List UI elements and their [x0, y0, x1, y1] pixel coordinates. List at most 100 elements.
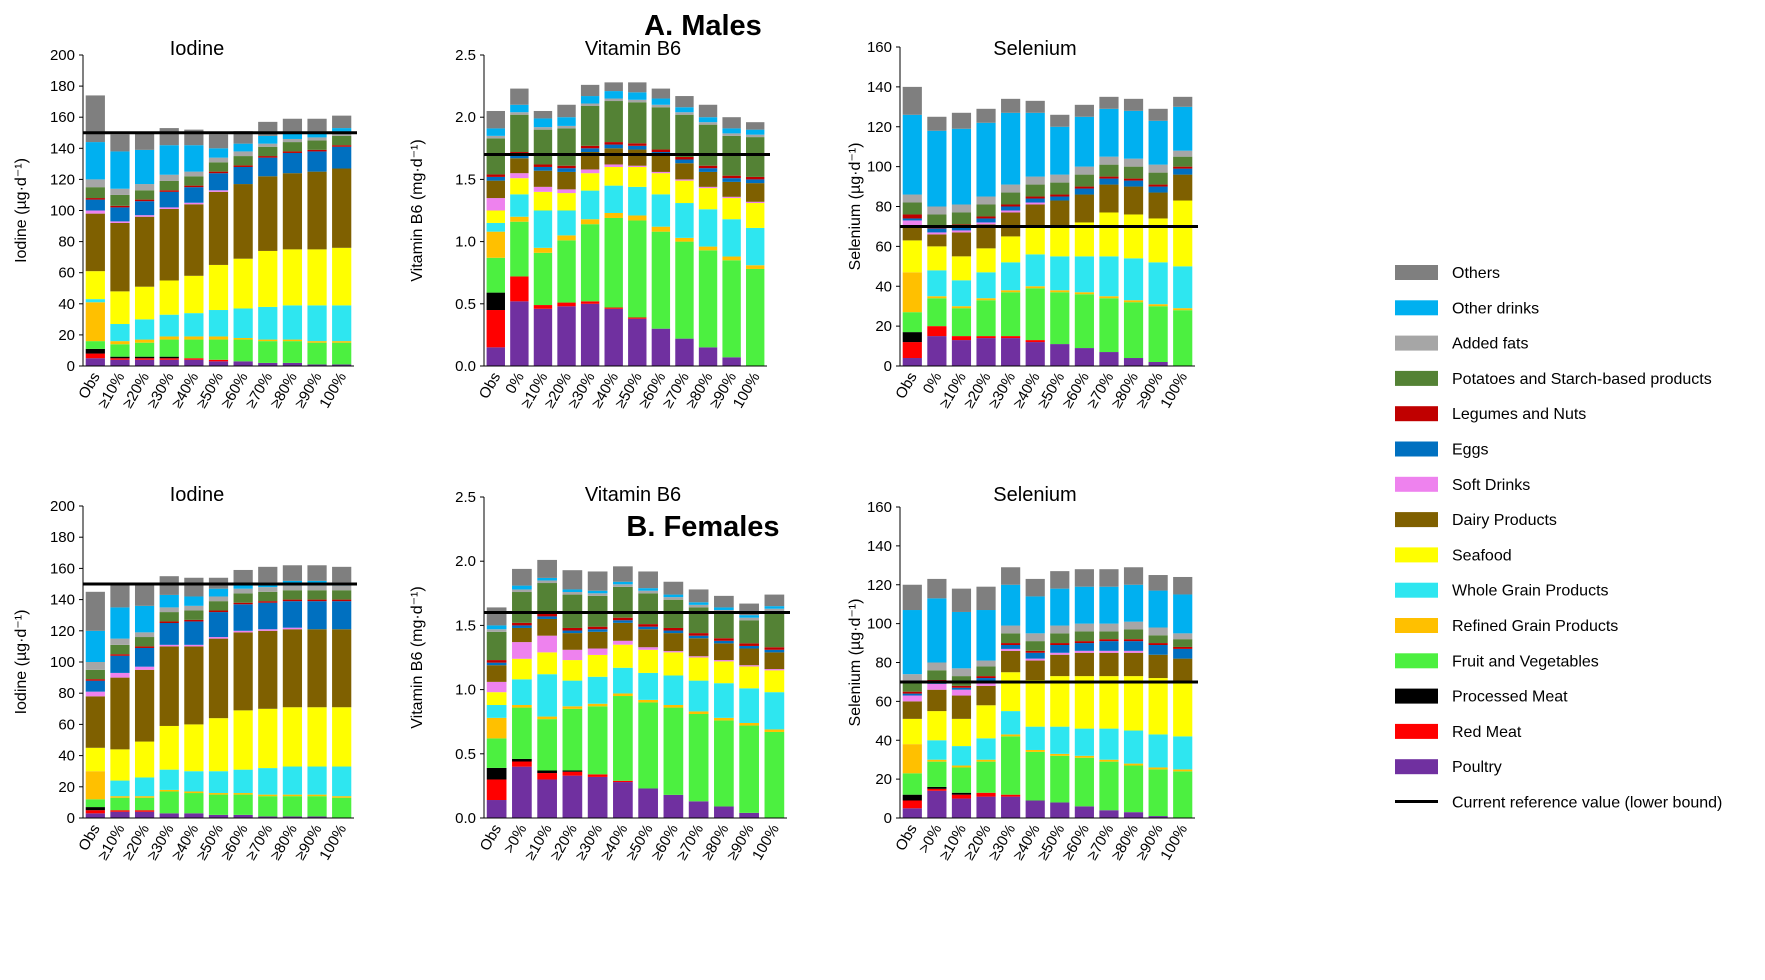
- chart-male-b6: Vitamin B6 Vitamin B6 (mg·d⁻¹) 0.0 0.5 1.0 1.…: [409, 38, 770, 411]
- bar-segment-dairy-products: [510, 158, 529, 174]
- bar-segment-soft-drinks: [486, 681, 507, 693]
- bar-segment-whole-grain-products: [307, 305, 327, 342]
- bar-segment-poultry: [510, 301, 529, 366]
- bar-segment-eggs: [1099, 178, 1119, 185]
- bar-segment-processed-meat: [902, 794, 922, 801]
- bar-segment-added-fats: [976, 196, 996, 205]
- bar-segment-added-fats: [580, 103, 600, 107]
- bar-segment-refined-grain-products: [258, 339, 278, 342]
- bar-segment-dairy-products: [307, 171, 327, 250]
- bar-segment-eggs: [688, 635, 709, 639]
- bar-segment-seafood: [307, 707, 327, 767]
- bar-segment-red-meat: [134, 810, 155, 812]
- bar-segment-other-drinks: [1123, 110, 1144, 159]
- bar-segment-added-fats: [208, 596, 229, 602]
- bar-segment-seafood: [1074, 222, 1094, 257]
- bar-segment-seafood: [714, 661, 734, 684]
- bar-segment-potatoes-and-starch-based-products: [159, 612, 179, 622]
- bar-segment-soft-drinks: [110, 221, 130, 223]
- bar-segment-dairy-products: [1123, 186, 1144, 215]
- bar-segment-added-fats: [1123, 158, 1144, 167]
- bar-segment-poultry: [663, 794, 684, 818]
- bar-segment-dairy-products: [1050, 654, 1070, 677]
- bar-segment-red-meat: [85, 810, 105, 814]
- y-tick-label: 140: [867, 538, 892, 555]
- y-tick-label: 120: [50, 171, 75, 188]
- y-tick-label: 160: [50, 560, 75, 577]
- bar-segment-poultry: [562, 775, 583, 818]
- bar-segment-other-drinks: [307, 132, 327, 138]
- bar-segment-fruit-and-vegetables: [927, 761, 947, 787]
- bar-segment-eggs: [580, 148, 600, 153]
- bar-segment-whole-grain-products: [208, 310, 229, 337]
- bar-segment-soft-drinks: [562, 649, 583, 661]
- bar-segment-soft-drinks: [902, 220, 922, 227]
- bar-segment-processed-meat: [902, 332, 922, 343]
- bar-segment-poultry: [1123, 358, 1144, 366]
- bar-segment-eggs: [927, 228, 947, 233]
- bar-segment-refined-grain-products: [110, 796, 130, 798]
- bar-segment-eggs: [486, 176, 505, 181]
- bar-segment-others: [110, 134, 130, 152]
- bar-segment-poultry: [714, 806, 734, 818]
- bar-segment-eggs: [663, 630, 684, 634]
- bar-segment-fruit-and-vegetables: [688, 714, 709, 802]
- y-axis-label: Selenium (µg·d⁻¹): [847, 599, 864, 727]
- bar-segment-soft-drinks: [976, 222, 996, 225]
- bar-segment-red-meat: [613, 780, 633, 783]
- bar-segment-legumes-and-nuts: [628, 143, 647, 146]
- bar-segment-legumes-and-nuts: [208, 171, 229, 174]
- bar-segment-red-meat: [486, 310, 505, 348]
- bar-segment-added-fats: [282, 585, 303, 591]
- bar-segment-eggs: [208, 612, 229, 638]
- bar-segment-seafood: [739, 666, 759, 689]
- bar-segment-poultry: [307, 364, 327, 366]
- legend-swatch: [1395, 406, 1438, 422]
- bar-segment-refined-grain-products: [628, 215, 647, 221]
- bar-segment-fruit-and-vegetables: [722, 260, 741, 358]
- bar-segment-eggs: [537, 616, 557, 619]
- legend-label: Whole Grain Products: [1452, 583, 1609, 600]
- bar-segment-potatoes-and-starch-based-products: [927, 670, 947, 680]
- bar-segment-dairy-products: [1148, 192, 1168, 219]
- legend-item: Others: [1395, 265, 1500, 282]
- bar-segment-fruit-and-vegetables: [663, 707, 684, 795]
- bar-segment-legumes-and-nuts: [307, 149, 327, 152]
- bar-segment-potatoes-and-starch-based-products: [1099, 631, 1119, 640]
- bar-segment-fruit-and-vegetables: [1025, 288, 1045, 341]
- bar-segment-fruit-and-vegetables: [1123, 765, 1144, 813]
- bar-segment-fruit-and-vegetables: [1001, 292, 1021, 337]
- bar-segment-whole-grain-products: [184, 313, 204, 337]
- bar-segment-added-fats: [307, 585, 327, 591]
- bar-segment-dairy-products: [1173, 174, 1193, 201]
- bar-segment-fruit-and-vegetables: [307, 796, 327, 817]
- chart-title: Vitamin B6: [585, 484, 681, 506]
- bar-segment-eggs: [332, 601, 352, 630]
- bar-segment-red-meat: [208, 359, 229, 362]
- bar-segment-other-drinks: [1001, 112, 1021, 185]
- bar-segment-eggs: [1050, 196, 1070, 201]
- bar-segment-whole-grain-products: [512, 679, 532, 706]
- bar-segment-others: [110, 584, 130, 608]
- bar-segment-other-drinks: [580, 96, 600, 104]
- bar-segment-soft-drinks: [233, 630, 253, 633]
- bar-segment-potatoes-and-starch-based-products: [1025, 184, 1045, 197]
- bar-segment-potatoes-and-starch-based-products: [580, 106, 600, 146]
- bar-segment-potatoes-and-starch-based-products: [1099, 164, 1119, 177]
- bar-segment-refined-grain-products: [486, 231, 505, 258]
- bar-segment-eggs: [184, 621, 204, 645]
- bar-segment-legumes-and-nuts: [85, 198, 105, 200]
- bar-segment-other-drinks: [698, 117, 718, 123]
- bar-segment-eggs: [1173, 168, 1193, 175]
- bar-segment-others: [562, 570, 583, 590]
- bar-segment-other-drinks: [927, 130, 947, 207]
- bar-segment-fruit-and-vegetables: [1173, 310, 1193, 366]
- bar-segment-seafood: [307, 249, 327, 306]
- bar-segment-other-drinks: [1148, 120, 1168, 165]
- bar-segment-refined-grain-products: [134, 796, 155, 798]
- bar-segment-red-meat: [110, 810, 130, 812]
- bar-segment-whole-grain-products: [233, 769, 253, 794]
- bar-segment-seafood: [688, 657, 709, 681]
- bar-segment-potatoes-and-starch-based-products: [1074, 631, 1094, 642]
- bar-segment-others: [951, 588, 972, 612]
